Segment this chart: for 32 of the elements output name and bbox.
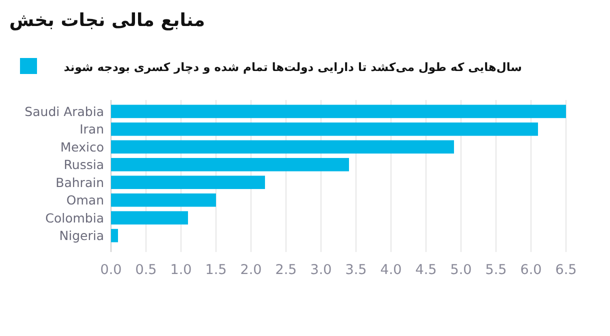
y-tick-label: Iran	[80, 122, 104, 137]
y-tick-label: Mexico	[60, 139, 104, 154]
x-tick-label: 0.0	[100, 262, 122, 278]
x-tick-label: 3.0	[310, 262, 332, 278]
y-tick-label: Colombia	[45, 210, 104, 226]
bar	[111, 193, 216, 207]
bar	[111, 122, 538, 136]
y-tick-label: Nigeria	[59, 228, 104, 244]
x-tick-label: 4.0	[380, 262, 402, 278]
bar	[111, 158, 349, 172]
x-tick-label: 2.5	[275, 262, 297, 278]
y-tick-label: Russia	[64, 157, 104, 172]
x-tick-label: 3.5	[345, 262, 367, 278]
bar	[111, 140, 454, 154]
bar	[111, 104, 566, 118]
x-tick-label: 5.0	[450, 262, 472, 278]
x-tick-label: 6.5	[555, 262, 577, 278]
x-tick-label: 5.5	[485, 262, 507, 278]
x-tick-label: 2.0	[240, 262, 262, 278]
chart-title: منابع مالی نجات بخش	[9, 10, 205, 31]
x-tick-label: 6.0	[520, 262, 542, 278]
x-tick-label: 1.5	[205, 262, 227, 278]
y-tick-label: Bahrain	[56, 174, 104, 190]
y-tick-label: Oman	[66, 192, 104, 208]
x-tick-label: 1.0	[170, 262, 192, 278]
x-tick-label: 4.5	[415, 262, 437, 278]
bar	[111, 211, 188, 224]
bar	[111, 176, 265, 190]
y-tick-label: Saudi Arabia	[24, 104, 104, 119]
legend-label: سال‌هایی که طول می‌کشد تا دارایی دولت‌ها تمام شده و دچار کسری بودجه شوند	[64, 60, 522, 74]
x-tick-label: 0.5	[135, 262, 157, 278]
bar	[111, 228, 118, 242]
